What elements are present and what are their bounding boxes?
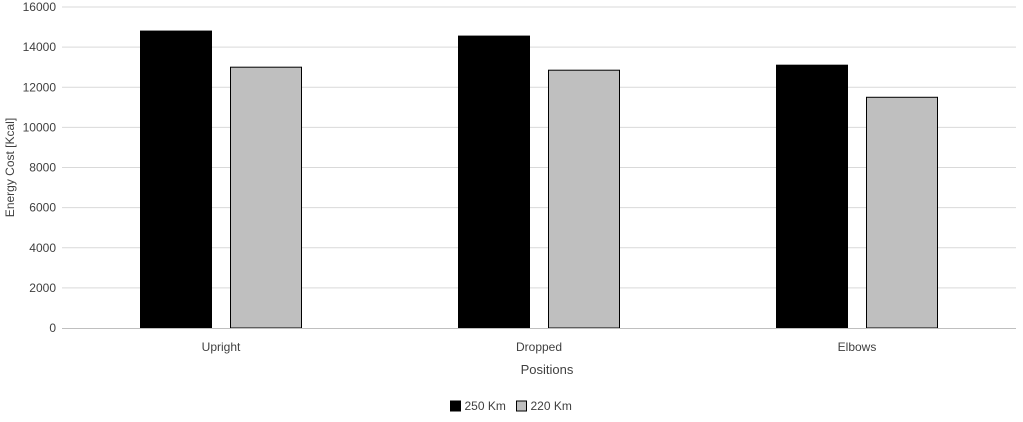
bar-250-km-upright bbox=[140, 30, 212, 329]
y-tick-label: 4000 bbox=[29, 241, 56, 255]
bar-220-km-elbows bbox=[866, 96, 938, 329]
x-tick-label: Elbows bbox=[838, 340, 877, 354]
legend-label: 250 Km bbox=[465, 399, 506, 413]
legend-swatch bbox=[450, 400, 461, 412]
legend: 250 Km 220 Km bbox=[450, 399, 572, 413]
y-tick-label: 0 bbox=[49, 321, 56, 335]
y-tick-label: 6000 bbox=[29, 201, 56, 215]
y-axis-ticks: 0 2000 4000 6000 8000 10000 12000 14000 16000 bbox=[23, 0, 57, 335]
y-tick-label: 2000 bbox=[29, 281, 56, 295]
grid-lines bbox=[62, 6, 1016, 289]
bars bbox=[140, 30, 938, 329]
bar-220-km-dropped bbox=[548, 69, 620, 329]
x-axis-ticks: Upright Dropped Elbows bbox=[202, 340, 877, 354]
x-axis-title: Positions bbox=[521, 362, 574, 377]
y-tick-label: 14000 bbox=[23, 40, 57, 54]
bar-250-km-elbows bbox=[776, 64, 848, 329]
y-tick-label: 8000 bbox=[29, 161, 56, 175]
bar-250-km-dropped bbox=[458, 35, 530, 329]
x-tick-label: Upright bbox=[202, 340, 241, 354]
bar-220-km-upright bbox=[230, 66, 302, 329]
y-axis-title: Energy Cost [Kcal] bbox=[3, 118, 17, 217]
y-tick-label: 10000 bbox=[23, 120, 57, 134]
y-tick-label: 16000 bbox=[23, 0, 57, 14]
legend-label: 220 Km bbox=[531, 399, 572, 413]
x-tick-label: Dropped bbox=[516, 340, 562, 354]
legend-swatch bbox=[516, 400, 527, 412]
y-tick-label: 12000 bbox=[23, 80, 57, 94]
